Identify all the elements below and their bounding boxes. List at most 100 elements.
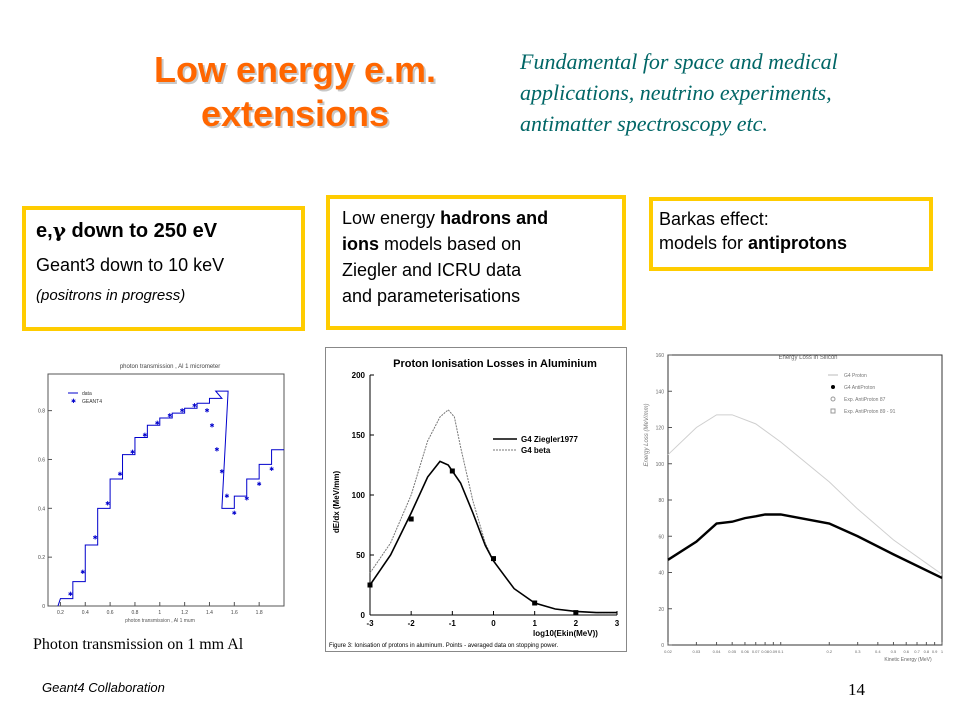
y-tick-label: 0.6 [38,457,45,463]
gamma-symbol: γ [52,218,66,242]
chart1-y-ticks: 0 0.2 0.4 0.6 0.8 [38,409,52,610]
y-tick-label: 120 [656,426,665,432]
x-tick-label: 0.8 [924,649,930,654]
legend-geant4-label: GEANT4 [82,399,102,405]
geant4-marker: ✱ [80,569,85,576]
x-tick-label: 0.08 [761,649,770,654]
geant4-marker: ✱ [105,500,110,507]
proton-curve [667,414,943,575]
chart3-series [667,414,943,580]
x-tick-label: 0.1 [778,649,784,654]
x-tick-label: 1 [158,610,161,616]
x-tick-label: 3 [615,619,620,628]
data-point [367,582,373,588]
x-tick-label: 0.3 [855,649,861,654]
box2-bold-ions: ions [342,234,380,254]
data-point [408,516,414,522]
x-tick-label: 0.9 [932,649,938,654]
x-tick-label: 0.4 [875,649,881,654]
geant4-marker: ✱ [167,413,172,420]
geant4-marker: ✱ [214,447,219,454]
y-tick-label: 80 [658,498,664,504]
y-tick-label: 40 [658,571,664,577]
chart3-title: Energy Loss in Silicon [778,355,837,361]
chart2-legend: G4 Ziegler1977 G4 beta [493,435,578,455]
chart3-y-ticks: 0 20 40 60 80 100 120 140 160 [656,353,672,649]
x-tick-label: 1.2 [181,610,188,616]
box2-line3: Ziegler and ICRU data [342,260,522,280]
x-tick-label: -1 [449,619,457,628]
legend-exp89-swatch [830,408,836,414]
geant4-marker: ✱ [219,469,224,476]
box2-line4: and parameterisations [342,286,521,306]
x-tick-label: 1 [532,619,537,628]
geant4-marker: ✱ [118,471,123,478]
x-tick-label: 0.06 [741,649,750,654]
geant4-marker: ✱ [68,591,73,598]
title-line-1: Low energy e.m. [153,49,437,90]
geant4-marker: ✱ [232,510,237,517]
legend-antiproton-swatch [831,385,835,389]
geant4-marker: ✱ [192,403,197,410]
chart3-x-ticks: 0.02 0.03 0.04 0.05 0.06 0.07 0.08 0.09 0.1 0.2 0.… [664,642,944,654]
proton-ionisation-chart: Proton Ionisation Losses in Aluminium dE… [325,347,627,652]
chart2-xlabel: log10(Ekin(MeV)) [533,629,598,638]
chart2-ylabel: dE/dx (MeV/mm) [332,471,341,534]
legend-exp89-label: Exp. AntiProton 89 - 91 [844,409,896,415]
box3-line2: models for antiprotons [659,231,929,255]
chart3-ylabel: Energy Loss (MeV/mm) [644,403,650,466]
slide-subtitle: Fundamental for space and medical applic… [520,46,940,139]
data-step-line [57,390,284,607]
footer-collaboration: Geant4 Collaboration [42,680,165,695]
x-tick-label: 0.03 [693,649,702,654]
y-tick-label: 140 [656,389,665,395]
box1-heading-a: e, [36,220,53,242]
chart3-xlabel: Kinetic Energy (MeV) [884,657,932,663]
antiproton-curve [667,513,943,580]
y-tick-label: 60 [658,534,664,540]
y-tick-label: 0 [42,604,45,610]
y-tick-label: 100 [656,462,665,468]
y-tick-label: 0 [661,643,664,649]
x-tick-label: 0.02 [664,649,673,654]
x-tick-label: 0.6 [903,649,909,654]
data-point [532,600,538,606]
chart2-title: Proton Ionisation Losses in Aluminium [393,358,597,370]
box1-heading-b: down to 250 eV [65,220,218,242]
subtitle-line-1: Fundamental for space and medical [520,49,838,74]
geant4-marker: ✱ [142,432,147,439]
data-point [491,556,496,562]
chart2-border [325,347,627,652]
y-tick-label: 0.8 [38,409,45,415]
page-number: 14 [848,680,865,699]
x-tick-label: 0.09 [769,649,778,654]
energy-loss-silicon-chart: Energy Loss in Silicon Energy Loss (MeV/… [644,353,944,663]
x-tick-label: 0.6 [107,610,114,616]
box2-text: Low energy [342,208,441,228]
geant4-marker: ✱ [155,420,160,427]
x-tick-label: -2 [408,619,416,628]
chart2-series [367,409,617,616]
legend-exp87-swatch [830,396,836,402]
hadrons-box: Low energy hadrons and ions models based… [326,195,626,330]
chart1-caption: Photon transmission on 1 mm Al [33,636,244,653]
legend-ziegler-label: G4 Ziegler1977 [521,435,578,444]
box2-text-2: models based on [379,234,522,254]
geant4-marker: ✱ [93,535,98,542]
x-tick-label: 1.6 [231,610,238,616]
y-tick-label: 0.2 [38,555,45,561]
box3-text: models for [659,233,749,253]
barkas-box: Barkas effect: models for antiprotons [649,197,933,271]
subtitle-line-3: antimatter spectroscopy etc. [520,111,768,136]
chart3-frame [667,354,943,646]
legend-geant4-swatch: ✱ [71,398,76,405]
data-point [449,468,455,474]
geant4-marker: ✱ [257,481,262,488]
chart1-legend: data ✱ GEANT4 [68,391,102,405]
title-line-2: extensions [200,93,390,134]
geant4-marker: ✱ [180,408,185,415]
chart1-xlabel: photon transmission , Al 1 mum [125,618,195,624]
geant4-marker: ✱ [244,496,249,503]
chart1-series: ✱ ✱ ✱ ✱ ✱ ✱ ✱ ✱ ✱ ✱ ✱ ✱ ✱ ✱ ✱ ✱ ✱ ✱ ✱ ✱ [57,390,284,607]
box1-line3: (positrons in progress) [36,287,186,304]
